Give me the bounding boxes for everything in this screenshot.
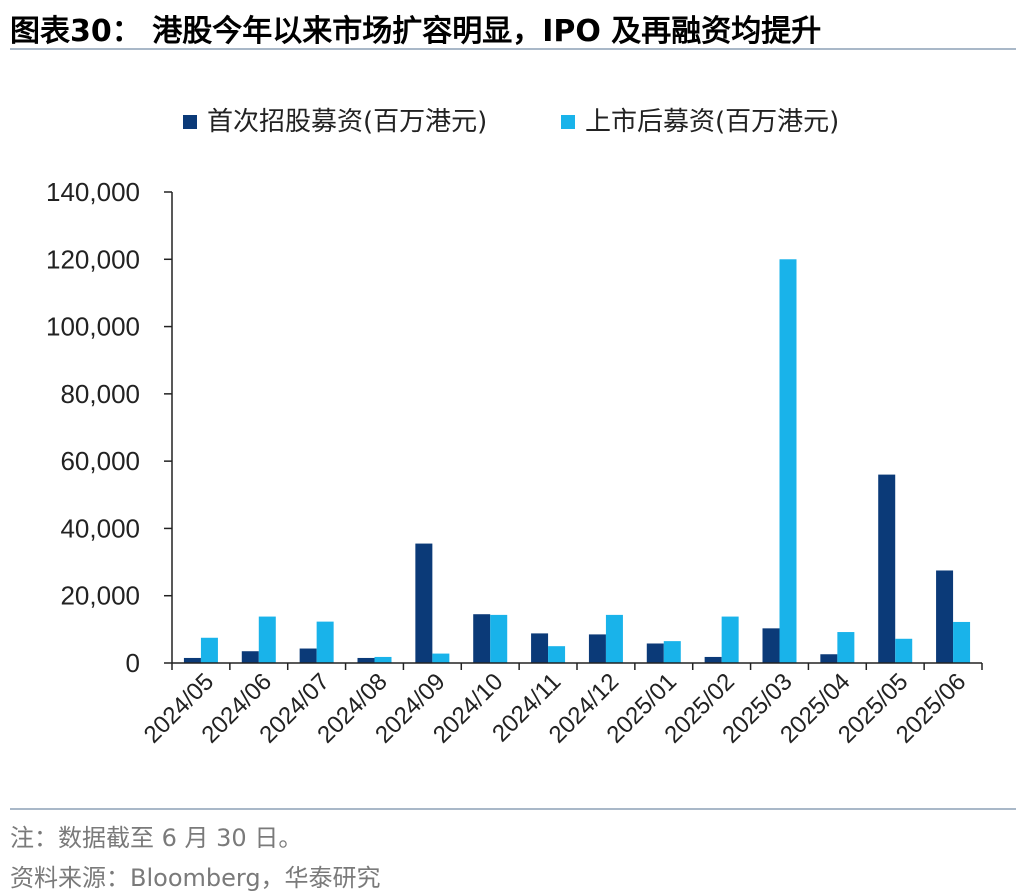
source-note: 资料来源：Bloomberg，华泰研究 (10, 864, 381, 892)
y-tick-label: 100,000 (46, 312, 140, 342)
bar-series2 (721, 616, 739, 663)
title-divider (10, 48, 1016, 50)
bar-series1 (183, 657, 201, 663)
bars (183, 259, 971, 663)
legend: 首次招股募资(百万港元) 上市后募资(百万港元) (183, 107, 839, 137)
bar-series1 (820, 654, 838, 663)
y-tick-label: 20,000 (60, 581, 140, 611)
legend-label-2: 上市后募资(百万港元) (585, 107, 839, 137)
footnote: 注：数据截至 6 月 30 日。 (10, 824, 303, 852)
bar-series2 (490, 614, 508, 663)
bar-series1 (588, 634, 606, 663)
y-tick-label: 40,000 (60, 513, 140, 543)
legend-label-1: 首次招股募资(百万港元) (207, 107, 487, 137)
bar-series2 (432, 653, 450, 663)
bar-series1 (646, 643, 664, 663)
bar-series2 (316, 621, 334, 663)
bar-series1 (415, 543, 433, 663)
bar-series2 (895, 638, 913, 663)
y-axis: 0 20,000 40,000 60,000 80,000 100,000 120,000 1… (46, 177, 173, 678)
bar-series1 (241, 651, 259, 663)
bar-series2 (953, 621, 971, 663)
bar-chart: 首次招股募资(百万港元) 上市后募资(百万港元) 0 20,000 40,000 60,… (46, 107, 983, 749)
bar-series2 (663, 641, 681, 663)
bar-series1 (762, 628, 780, 663)
bar-series1 (878, 474, 896, 663)
bar-series1 (357, 657, 375, 663)
x-axis: 2024/052024/062024/072024/082024/092024/… (139, 662, 983, 749)
y-tick-label: 80,000 (60, 379, 140, 409)
bar-series1 (299, 648, 317, 663)
legend-swatch-1 (183, 115, 197, 129)
y-tick-label: 60,000 (60, 446, 140, 476)
bar-series2 (200, 637, 218, 663)
y-tick-label: 140,000 (46, 177, 140, 207)
bar-series2 (374, 656, 392, 663)
legend-swatch-2 (561, 115, 575, 129)
bar-series1 (473, 614, 491, 663)
bar-series2 (605, 614, 623, 663)
bar-series2 (258, 616, 276, 663)
footer-divider (10, 808, 1016, 810)
y-tick-label: 0 (126, 648, 140, 678)
figure-title: 图表30： 港股今年以来市场扩容明显，IPO 及再融资均提升 (10, 14, 822, 49)
y-tick-label: 120,000 (46, 244, 140, 274)
bar-series1 (531, 633, 549, 663)
bar-series2 (837, 632, 855, 663)
bar-series2 (548, 646, 566, 663)
bar-series2 (779, 259, 797, 663)
bar-series1 (704, 656, 722, 663)
bar-series1 (936, 570, 954, 663)
